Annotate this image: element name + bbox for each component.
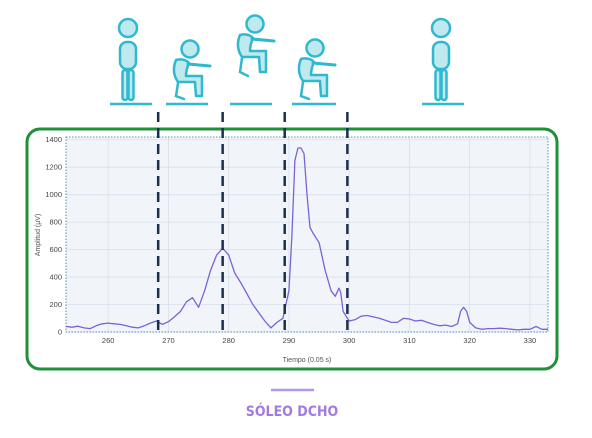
- x-tick-label: 330: [524, 336, 537, 345]
- x-tick-label: 270: [162, 336, 175, 345]
- jump-person-icon: [236, 14, 276, 78]
- y-axis-label: Amplitud (µV): [35, 214, 42, 257]
- y-tick-label: 400: [49, 273, 62, 282]
- y-tick-label: 1400: [45, 135, 62, 144]
- plot-border: [65, 136, 549, 333]
- squat-person-icon: [172, 39, 212, 101]
- x-tick-label: 290: [283, 336, 296, 345]
- y-tick-label: 0: [58, 328, 62, 337]
- squat-person-icon: [297, 38, 337, 101]
- y-tick-labels: 0 200 400 600 800 1000 1200 1400: [45, 135, 62, 336]
- y-tick-label: 1000: [45, 190, 62, 199]
- standing-person-icon: [117, 17, 139, 102]
- y-tick-label: 200: [49, 300, 62, 309]
- standing-person-icon: [430, 17, 452, 102]
- phase-markers: [156, 112, 349, 332]
- y-tick-label: 600: [49, 245, 62, 254]
- x-tick-label: 310: [403, 336, 416, 345]
- emg-signal-line: [65, 147, 548, 331]
- chart-caption: SÓLEO DCHO: [246, 402, 339, 420]
- y-tick-label: 800: [49, 218, 62, 227]
- x-tick-label: 300: [343, 336, 356, 345]
- plot-area: [66, 137, 548, 332]
- y-tick-label: 1200: [45, 163, 62, 172]
- x-axis-label: Tiempo (0.05 s): [283, 357, 332, 364]
- x-tick-label: 320: [463, 336, 476, 345]
- pose-figures: [110, 14, 464, 106]
- x-tick-labels: 260 270 280 290 300 310 320 330: [102, 336, 536, 345]
- x-tick-label: 260: [102, 336, 115, 345]
- x-tick-label: 280: [222, 336, 235, 345]
